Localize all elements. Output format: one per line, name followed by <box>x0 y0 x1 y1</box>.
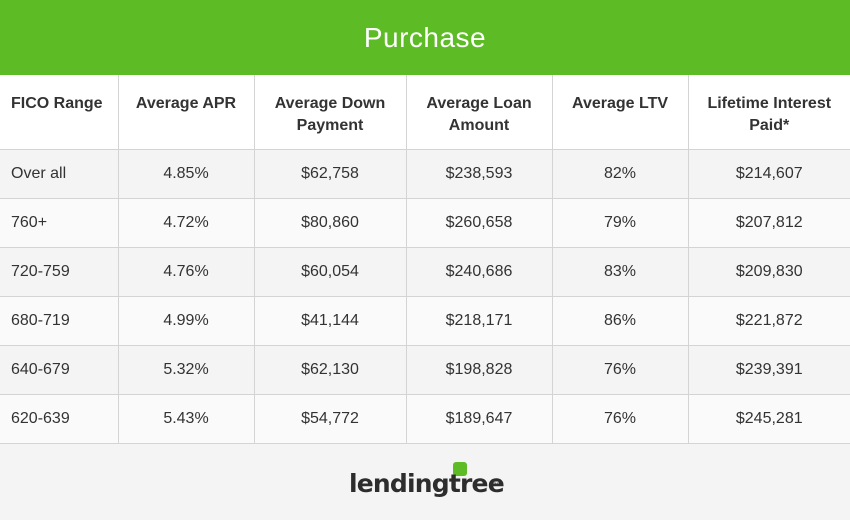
cell-average-ltv: 79% <box>552 198 689 248</box>
column-header-average-apr: Average APR <box>118 75 255 150</box>
column-header-lifetime-interest-paid: Lifetime Interest Paid* <box>688 75 850 150</box>
cell-fico-range: 680-719 <box>0 296 119 346</box>
lendingtree-logo: lendingtree ® <box>349 462 505 502</box>
column-header-average-ltv: Average LTV <box>552 75 689 150</box>
cell-lifetime-interest-paid: $214,607 <box>688 149 850 199</box>
cell-fico-range: Over all <box>0 149 119 199</box>
cell-lifetime-interest-paid: $239,391 <box>688 345 850 395</box>
cell-average-loan-amount: $260,658 <box>406 198 553 248</box>
page-title: Purchase <box>363 21 487 53</box>
cell-average-down-payment: $54,772 <box>254 394 407 444</box>
data-table: FICO Range Average APR Average Down Paym… <box>0 75 850 444</box>
leaf-icon <box>453 462 467 476</box>
cell-average-down-payment: $62,758 <box>254 149 407 199</box>
cell-average-apr: 5.43% <box>118 394 255 444</box>
cell-fico-range: 640-679 <box>0 345 119 395</box>
cell-average-loan-amount: $238,593 <box>406 149 553 199</box>
cell-average-ltv: 82% <box>552 149 689 199</box>
cell-fico-range: 620-639 <box>0 394 119 444</box>
table-row: 680-719 4.99% $41,144 $218,171 86% $221,… <box>0 296 850 346</box>
cell-lifetime-interest-paid: $245,281 <box>688 394 850 444</box>
title-banner: Purchase <box>0 0 850 75</box>
cell-average-loan-amount: $198,828 <box>406 345 553 395</box>
cell-average-apr: 4.72% <box>118 198 255 248</box>
column-header-fico-range: FICO Range <box>0 75 119 150</box>
cell-average-apr: 4.85% <box>118 149 255 199</box>
cell-average-ltv: 83% <box>552 247 689 297</box>
column-header-average-down-payment: Average Down Payment <box>254 75 407 150</box>
cell-average-down-payment: $60,054 <box>254 247 407 297</box>
logo-wordmark: lendingtree <box>349 469 505 498</box>
cell-average-ltv: 86% <box>552 296 689 346</box>
column-header-average-loan-amount: Average Loan Amount <box>406 75 553 150</box>
cell-lifetime-interest-paid: $207,812 <box>688 198 850 248</box>
cell-average-ltv: 76% <box>552 394 689 444</box>
cell-fico-range: 760+ <box>0 198 119 248</box>
cell-average-apr: 4.99% <box>118 296 255 346</box>
registered-mark: ® <box>494 479 500 486</box>
table-row: 720-759 4.76% $60,054 $240,686 83% $209,… <box>0 247 850 297</box>
cell-average-down-payment: $80,860 <box>254 198 407 248</box>
cell-average-loan-amount: $218,171 <box>406 296 553 346</box>
cell-lifetime-interest-paid: $221,872 <box>688 296 850 346</box>
cell-average-ltv: 76% <box>552 345 689 395</box>
table-row: 760+ 4.72% $80,860 $260,658 79% $207,812 <box>0 198 850 248</box>
cell-average-loan-amount: $240,686 <box>406 247 553 297</box>
cell-average-loan-amount: $189,647 <box>406 394 553 444</box>
table-row: 640-679 5.32% $62,130 $198,828 76% $239,… <box>0 345 850 395</box>
table-header-row: FICO Range Average APR Average Down Paym… <box>0 75 850 150</box>
cell-lifetime-interest-paid: $209,830 <box>688 247 850 297</box>
cell-average-apr: 4.76% <box>118 247 255 297</box>
table-row: 620-639 5.43% $54,772 $189,647 76% $245,… <box>0 394 850 444</box>
cell-average-apr: 5.32% <box>118 345 255 395</box>
cell-average-down-payment: $62,130 <box>254 345 407 395</box>
cell-average-down-payment: $41,144 <box>254 296 407 346</box>
cell-fico-range: 720-759 <box>0 247 119 297</box>
table-row: Over all 4.85% $62,758 $238,593 82% $214… <box>0 149 850 199</box>
